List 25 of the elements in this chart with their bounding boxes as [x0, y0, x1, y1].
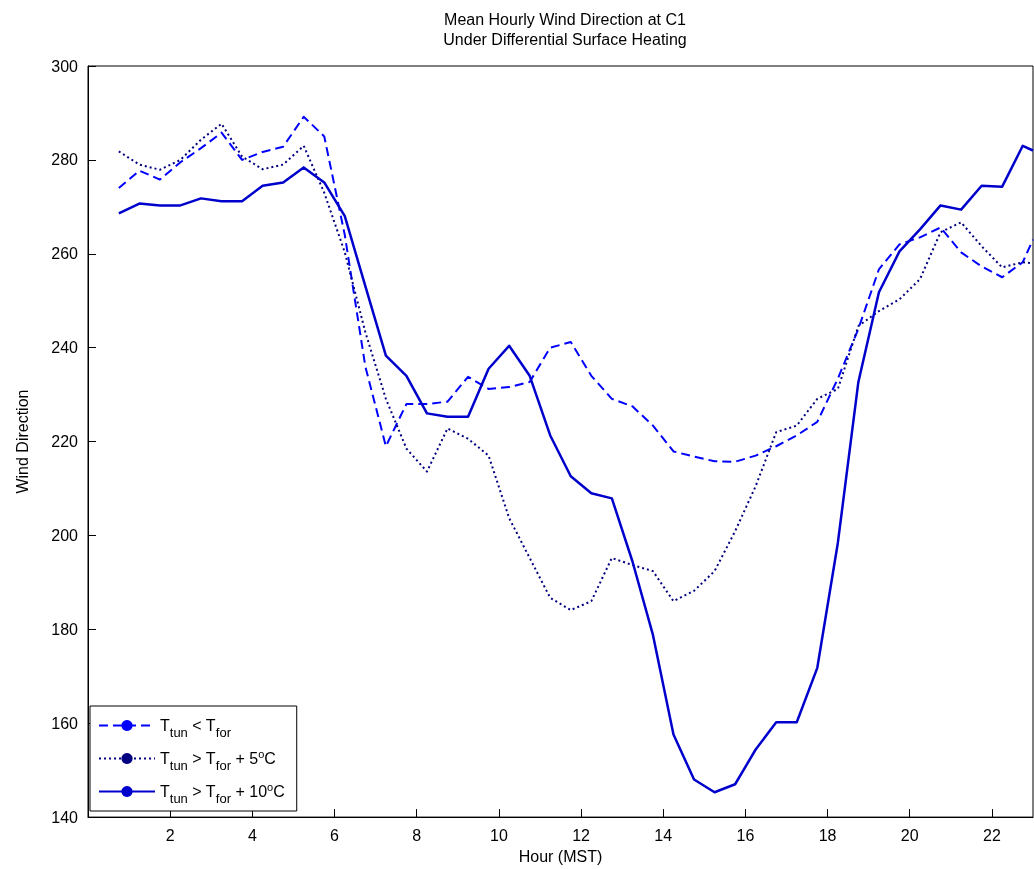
y-tick-label: 180 — [51, 620, 79, 638]
x-tick-label: 16 — [736, 826, 755, 844]
y-tick-label: 160 — [51, 714, 79, 732]
y-tick-label: 280 — [51, 151, 79, 169]
x-axis-title: Hour (MST) — [518, 847, 603, 865]
x-tick-label: 6 — [330, 826, 340, 844]
x-tick-label: 12 — [572, 826, 591, 844]
line-series — [117, 115, 1034, 463]
y-tick-label: 300 — [51, 57, 79, 75]
x-tick-label: 20 — [900, 826, 919, 844]
y-tick-label: 240 — [51, 339, 79, 357]
x-tick-label: 10 — [489, 826, 508, 844]
x-tick-label: 22 — [983, 826, 1001, 844]
y-tick-label: 260 — [51, 245, 79, 263]
x-tick-label: 14 — [654, 826, 673, 844]
x-tick-label: 4 — [247, 826, 257, 844]
x-tick-label: 2 — [165, 826, 175, 844]
x-tick-label: 8 — [412, 826, 422, 844]
chart-subtitle: Under Differential Surface Heating — [443, 30, 687, 48]
y-tick-label: 200 — [51, 526, 79, 544]
chart-title: Mean Hourly Wind Direction at C1 — [444, 10, 687, 28]
y-tick-label: 140 — [51, 808, 79, 826]
y-tick-label: 220 — [51, 433, 79, 451]
x-tick-label: 18 — [818, 826, 837, 844]
y-axis-title: Wind Direction — [13, 389, 31, 494]
